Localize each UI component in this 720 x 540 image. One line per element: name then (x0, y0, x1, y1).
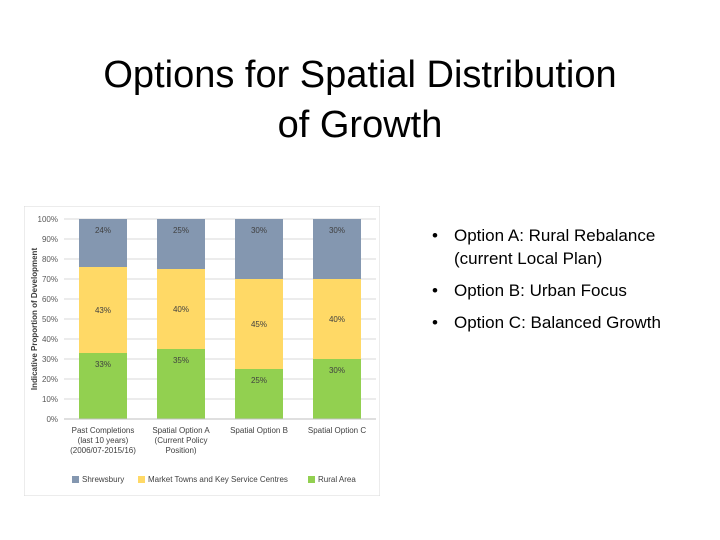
x-tick-label: Past Completions (72, 426, 135, 435)
bullet-item-option-c: • Option C: Balanced Growth (430, 311, 715, 334)
data-label: 40% (173, 305, 189, 314)
y-tick-label: 90% (42, 235, 58, 244)
data-label: 30% (329, 366, 345, 375)
x-tick-label: Position) (165, 446, 196, 455)
data-label: 40% (329, 315, 345, 324)
data-label: 45% (251, 320, 267, 329)
bar-segment (235, 369, 283, 419)
bullet-text: Option C: Balanced Growth (454, 313, 661, 332)
x-tick-label: (Current Policy (155, 436, 208, 445)
x-tick-label: Spatial Option B (230, 426, 288, 435)
data-label: 43% (95, 306, 111, 315)
data-label: 25% (173, 226, 189, 235)
legend-swatch (72, 476, 79, 483)
legend-label: Shrewsbury (82, 475, 124, 484)
data-label: 35% (173, 356, 189, 365)
bar-segment (313, 219, 361, 279)
bullet-dot-icon: • (432, 226, 438, 245)
stacked-bar-chart: 0% 10% 20% 30% 40% 50% 60% 70% 80% 90% 100% Indicat… (23, 205, 381, 497)
bullet-text: Option B: Urban Focus (454, 281, 627, 300)
bar-segment (157, 269, 205, 349)
y-tick-label: 70% (42, 275, 58, 284)
x-tick-label: (last 10 years) (78, 436, 129, 445)
chart-svg: 0% 10% 20% 30% 40% 50% 60% 70% 80% 90% 100% Indicat… (23, 205, 381, 497)
y-tick-label: 0% (46, 415, 58, 424)
x-tick-label: (2006/07-2015/16) (70, 446, 136, 455)
x-tick-label: Spatial Option C (308, 426, 366, 435)
x-tick-label: Spatial Option A (152, 426, 210, 435)
data-label: 24% (95, 226, 111, 235)
y-tick-label: 80% (42, 255, 58, 264)
bullet-dot-icon: • (432, 281, 438, 300)
bar-segment (235, 279, 283, 369)
bullet-item-option-a: • Option A: Rural Rebalance (current Loc… (430, 224, 715, 270)
data-label: 25% (251, 376, 267, 385)
slide-title-line-2: of Growth (277, 104, 443, 146)
bar-segment (313, 359, 361, 419)
data-label: 30% (251, 226, 267, 235)
bar-segment (157, 219, 205, 269)
y-tick-label: 50% (42, 315, 58, 324)
legend-swatch (138, 476, 145, 483)
bullet-dot-icon: • (432, 313, 438, 332)
y-tick-label: 60% (42, 295, 58, 304)
legend-label: Market Towns and Key Service Centres (148, 475, 288, 484)
bullet-item-option-b: • Option B: Urban Focus (430, 279, 715, 302)
legend-swatch (308, 476, 315, 483)
bar-segment (235, 219, 283, 279)
bullet-list: • Option A: Rural Rebalance (current Loc… (430, 224, 715, 343)
bar-segment (313, 279, 361, 359)
bullet-text-continued: (current Local Plan) (454, 249, 603, 268)
y-tick-label: 40% (42, 335, 58, 344)
slide-title-line-1: Options for Spatial Distribution (103, 54, 617, 96)
legend-label: Rural Area (318, 475, 356, 484)
slide-title: Options for Spatial Distribution of Grow… (0, 50, 720, 150)
y-tick-label: 10% (42, 395, 58, 404)
y-tick-label: 30% (42, 355, 58, 364)
y-tick-label: 100% (38, 215, 58, 224)
bar-segment (79, 353, 127, 419)
bar-segment (79, 219, 127, 267)
bullet-text: Option A: Rural Rebalance (454, 226, 656, 245)
y-axis-title: Indicative Proportion of Development (30, 248, 39, 391)
bar-segment (157, 349, 205, 419)
bar-segment (79, 267, 127, 353)
data-label: 30% (329, 226, 345, 235)
data-label: 33% (95, 360, 111, 369)
y-tick-label: 20% (42, 375, 58, 384)
